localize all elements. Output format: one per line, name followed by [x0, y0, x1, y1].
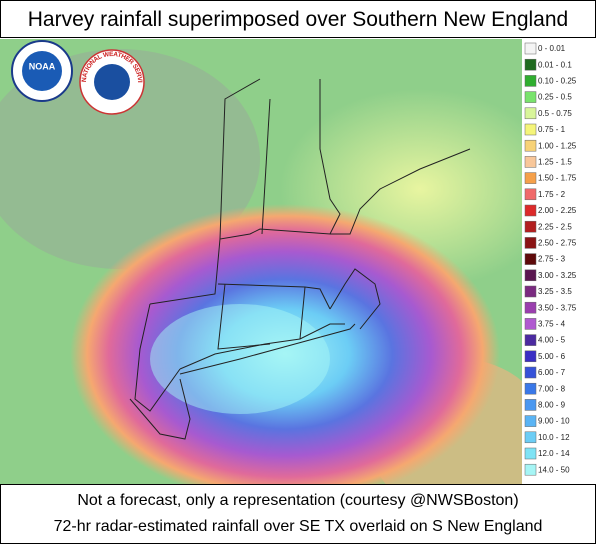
legend-label: 2.50 - 2.75	[538, 239, 577, 248]
legend-label: 10.0 - 12	[538, 433, 570, 442]
legend-swatch	[524, 58, 537, 71]
legend-label: 12.0 - 14	[538, 449, 570, 458]
legend-label: 2.25 - 2.5	[538, 222, 572, 231]
legend-label: 1.75 - 2	[538, 190, 566, 199]
map-region	[0, 49, 260, 269]
legend-label: 2.75 - 3	[538, 255, 566, 264]
legend-swatch	[524, 123, 537, 136]
legend-swatch	[524, 156, 537, 168]
legend-swatch	[524, 75, 537, 87]
noaa-logo: NOAA	[11, 40, 73, 102]
legend-swatch	[524, 269, 537, 282]
legend-swatch	[524, 172, 537, 184]
legend-swatch	[524, 139, 537, 152]
legend-swatch	[524, 415, 537, 427]
legend-label: 6.00 - 7	[538, 368, 566, 377]
legend-label: 0 - 0.01	[538, 44, 566, 53]
legend-label: 8.00 - 9	[538, 401, 566, 410]
legend-label: 0.5 - 0.75	[538, 109, 572, 118]
legend-label: 2.00 - 2.25	[538, 206, 577, 215]
legend-label: 0.10 - 0.25	[538, 77, 577, 86]
legend-label: 5.00 - 6	[538, 352, 566, 361]
legend-label: 0.75 - 1	[538, 125, 566, 134]
legend-label: 1.50 - 1.75	[538, 174, 577, 183]
legend-label: 1.00 - 1.25	[538, 141, 577, 150]
legend-swatch	[524, 42, 537, 55]
legend-swatch	[524, 107, 537, 120]
legend: 0 - 0.01 0.01 - 0.1 0.10 - 0.25 0.25 - 0.5 0…	[524, 42, 577, 476]
legend-swatch	[524, 318, 537, 330]
legend-swatch	[524, 463, 537, 476]
map: NOAA NATIONAL WEATHER SERVICE 0 - 0.010.…	[0, 39, 598, 484]
legend-swatch	[524, 382, 537, 395]
legend-swatch	[524, 204, 537, 217]
legend-label: 3.00 - 3.25	[538, 271, 577, 280]
title: Harvey rainfall superimposed over Southe…	[0, 0, 596, 38]
legend-swatch	[524, 285, 537, 298]
legend-swatch	[524, 91, 537, 103]
state-borders	[129, 78, 471, 440]
legend-label: 3.75 - 4	[538, 320, 566, 329]
legend-label: 1.25 - 1.5	[538, 158, 572, 167]
footer-line: 72-hr radar-estimated rainfall over SE T…	[53, 518, 543, 535]
legend-swatch	[524, 366, 537, 379]
legend-label: 14.0 - 50	[538, 465, 570, 474]
legend-label: 7.00 - 8	[538, 384, 566, 393]
legend-label: 0.25 - 0.5	[538, 93, 572, 102]
legend-swatch	[524, 334, 537, 346]
legend-swatch	[524, 447, 537, 460]
noaa-text: NOAA	[29, 61, 56, 71]
legend-swatch	[524, 253, 537, 265]
legend-label: 0.01 - 0.1	[538, 60, 572, 69]
legend-swatch	[524, 301, 537, 314]
legend-label: 3.25 - 3.5	[538, 287, 572, 296]
legend-swatch	[524, 188, 537, 201]
legend-swatch	[524, 350, 537, 363]
footer: Not a forecast, only a representation (c…	[0, 484, 596, 544]
legend-label: 9.00 - 10	[538, 417, 570, 426]
legend-swatch	[524, 399, 537, 411]
footer-line: Not a forecast, only a representation (c…	[77, 492, 519, 509]
legend-label: 3.50 - 3.75	[538, 303, 577, 312]
legend-swatch	[524, 220, 537, 233]
legend-label: 4.00 - 5	[538, 336, 566, 345]
legend-swatch	[524, 431, 537, 444]
legend-swatch	[524, 237, 537, 249]
